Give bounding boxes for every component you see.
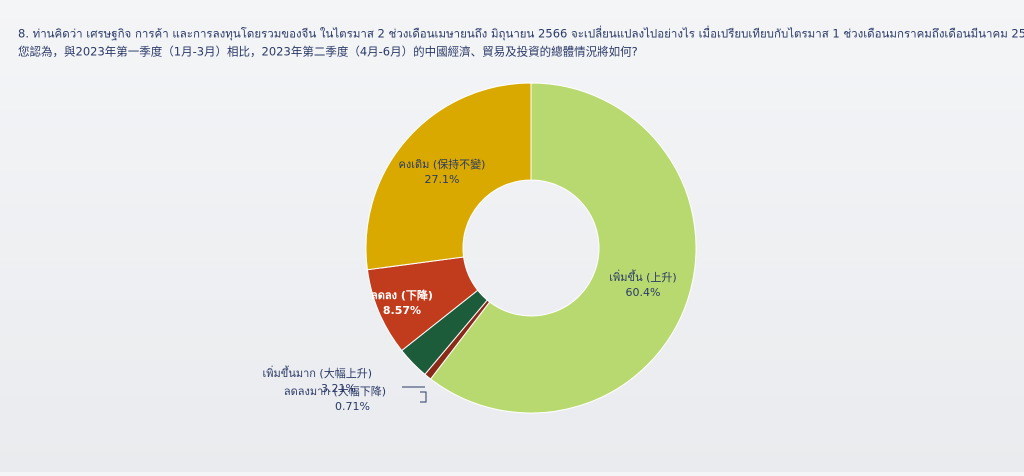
- slice-label: คงเดิม (保持不變): [399, 157, 486, 171]
- donut-slice: [429, 82, 697, 414]
- slice-label: ลดลง (下降): [371, 288, 433, 302]
- slice-label: เพิ่มขึ้นมาก (大幅上升): [263, 365, 372, 380]
- chart-subtitle: 您認為，與2023年第一季度（1月-3月）相比，2023年第二季度（4月-6月）…: [18, 45, 638, 59]
- donut-slice: [365, 82, 532, 271]
- value-label: 8.57%: [383, 304, 421, 317]
- value-label: 0.71%: [335, 400, 370, 413]
- chart-title: 8. ท่านคิดว่า เศรษฐกิจ การค้า และการลงทุ…: [18, 26, 1024, 41]
- value-label: 60.4%: [626, 286, 661, 299]
- value-label: 27.1%: [425, 173, 460, 186]
- slice-label: ลดลงมาก (大幅下降): [284, 384, 386, 398]
- slice-label: เพิ่มขึ้น (上升): [609, 269, 676, 284]
- value-label: 3.21%: [321, 382, 356, 395]
- leader-line: [420, 391, 427, 403]
